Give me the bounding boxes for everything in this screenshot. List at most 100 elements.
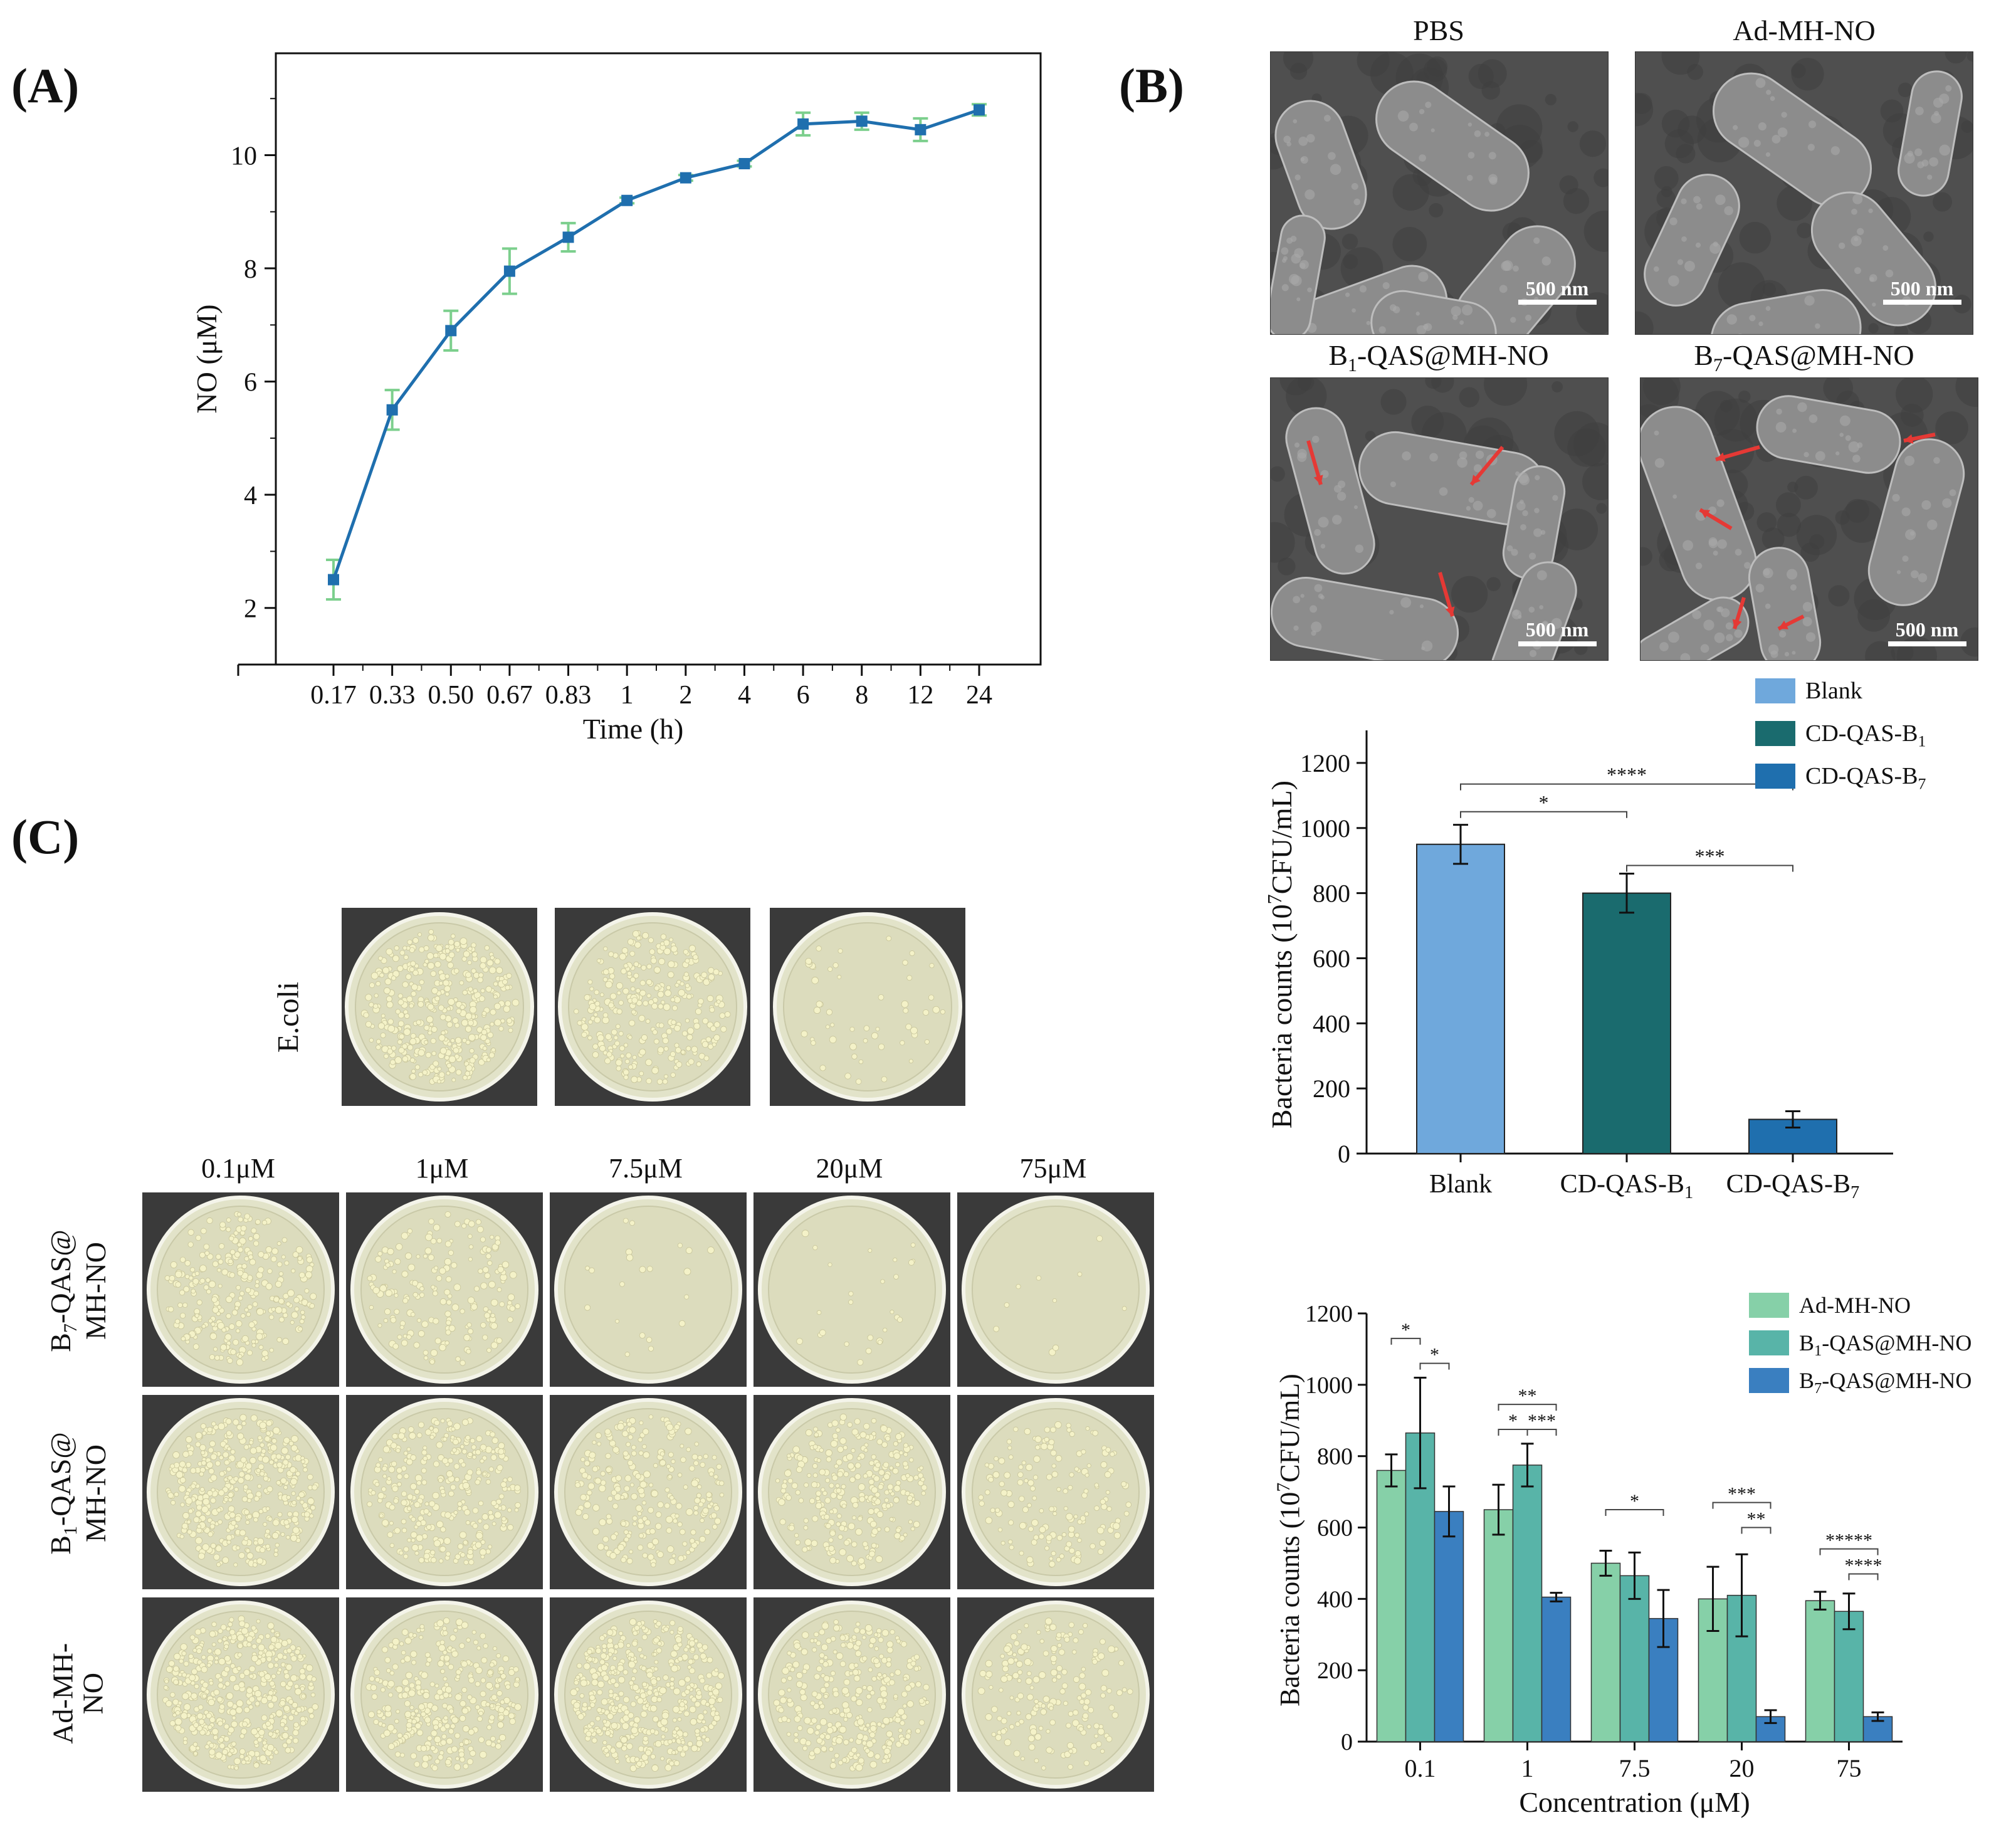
colony — [202, 1681, 209, 1688]
colony — [907, 1495, 913, 1502]
colony — [410, 1752, 417, 1760]
colony — [600, 1471, 606, 1476]
colony — [579, 1693, 585, 1698]
colony — [483, 1523, 490, 1530]
colony — [631, 1009, 636, 1015]
colony — [388, 1692, 394, 1698]
colony — [597, 1689, 603, 1696]
colony — [407, 1044, 414, 1051]
colony — [1046, 1534, 1053, 1542]
colony — [602, 1648, 607, 1653]
colony — [475, 1449, 481, 1456]
colony — [869, 1520, 877, 1528]
colony — [468, 1019, 474, 1026]
colony — [594, 1016, 601, 1024]
colony — [619, 953, 626, 960]
colony — [445, 1320, 451, 1326]
colony — [1066, 1423, 1071, 1428]
bacterium-texture — [1467, 122, 1473, 127]
colony — [300, 1310, 305, 1315]
colony — [389, 1521, 394, 1526]
colony — [401, 1232, 409, 1240]
colony — [626, 1441, 631, 1447]
legend-swatch — [1749, 1368, 1789, 1393]
colony — [196, 1504, 202, 1511]
colony — [842, 1701, 849, 1709]
colony — [653, 1637, 659, 1644]
data-point — [621, 194, 633, 206]
colony — [418, 1071, 424, 1078]
colony — [311, 1676, 317, 1682]
colony — [624, 1352, 630, 1357]
colony — [267, 1701, 275, 1709]
colony — [657, 1641, 662, 1646]
colony — [444, 944, 449, 949]
colony — [182, 1467, 188, 1473]
bacterium-texture — [1726, 314, 1737, 325]
colony — [1125, 1502, 1132, 1508]
colony — [669, 1681, 675, 1686]
bacterium-texture — [1520, 524, 1526, 530]
colony — [500, 1481, 507, 1488]
colony — [688, 1058, 695, 1065]
colony — [485, 1701, 490, 1707]
colony — [482, 1046, 488, 1051]
colony — [786, 1732, 791, 1737]
colony — [615, 1759, 620, 1764]
colony — [251, 1728, 258, 1735]
colony — [232, 1339, 239, 1346]
colony — [621, 1745, 627, 1752]
colony — [235, 1328, 241, 1333]
bacterium-texture — [1882, 245, 1889, 251]
colony — [236, 1212, 241, 1217]
colony — [837, 1446, 844, 1453]
bacterium-texture — [1734, 629, 1743, 638]
sem-texture — [1794, 475, 1818, 500]
colony — [426, 952, 434, 960]
colony — [613, 1682, 619, 1688]
sem-texture — [1797, 223, 1813, 239]
colony — [679, 1701, 685, 1708]
colony — [999, 1481, 1005, 1487]
colony — [416, 1254, 421, 1259]
colony — [639, 1692, 647, 1699]
bacterium-texture — [1830, 146, 1840, 155]
x-tick-label: 75 — [1837, 1754, 1862, 1782]
colony — [513, 1666, 519, 1673]
colony — [1121, 1306, 1127, 1311]
sem-texture — [1641, 547, 1652, 566]
bacterium-texture — [1738, 137, 1750, 148]
colony — [682, 1732, 688, 1737]
colony — [461, 1419, 469, 1426]
colony — [677, 1522, 683, 1527]
colony — [410, 1650, 417, 1658]
colony — [224, 1681, 231, 1686]
colony — [664, 1487, 670, 1493]
colony — [264, 1436, 271, 1442]
colony — [444, 1241, 452, 1248]
colony — [830, 1023, 835, 1028]
colony — [476, 1026, 483, 1033]
colony — [666, 985, 671, 991]
bacterium-texture — [1288, 273, 1299, 285]
colony — [367, 1501, 372, 1507]
colony — [446, 1299, 452, 1305]
colony — [809, 1498, 816, 1504]
bacterium-texture — [1835, 451, 1840, 456]
colony — [676, 1061, 683, 1068]
colony — [666, 1423, 674, 1431]
colony — [198, 1718, 205, 1725]
colony — [391, 1461, 397, 1467]
colony — [231, 1309, 238, 1316]
colony — [436, 1079, 441, 1084]
colony — [433, 1427, 439, 1434]
bacterium-texture — [1466, 174, 1473, 181]
colony — [412, 1291, 418, 1298]
colony — [646, 1337, 653, 1343]
sem-title-b1-sub: 1 — [1348, 355, 1358, 376]
bacterium-texture — [1502, 260, 1513, 271]
colony — [373, 1719, 379, 1725]
plate-row-label: B7-QAS@ MH-NO — [45, 1229, 112, 1352]
colony — [285, 1302, 291, 1307]
colony — [843, 1445, 848, 1450]
